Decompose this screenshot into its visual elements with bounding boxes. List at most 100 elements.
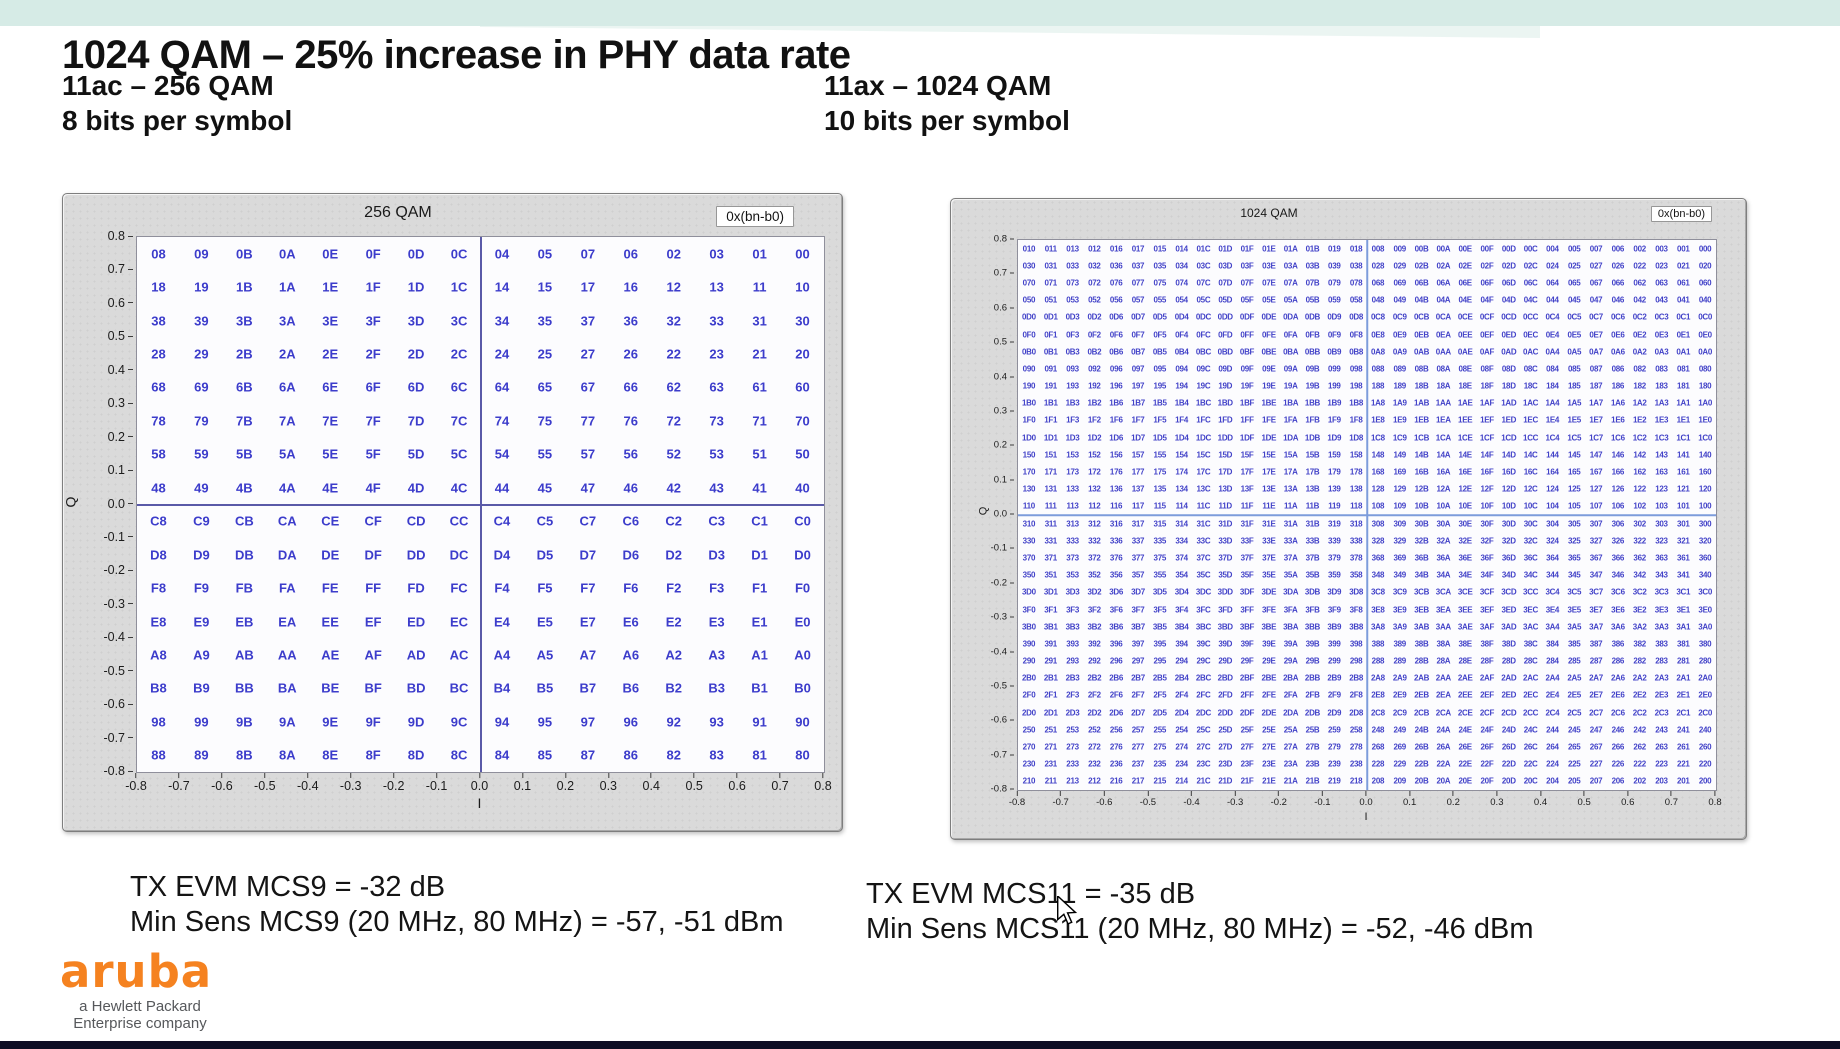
constellation-point-label: 232 [1088, 759, 1101, 769]
constellation-point-label: 0FF [1240, 330, 1254, 340]
constellation-point-label: 1AD [1501, 398, 1517, 408]
constellation-point-label: 1CC [1523, 433, 1539, 443]
constellation-point-label: 238 [1349, 759, 1363, 769]
y-tick: -0.5 [991, 680, 1014, 691]
constellation-point-label: 6D [407, 379, 425, 395]
constellation-point-label: 092 [1088, 364, 1101, 374]
constellation-point-label: 1F6 [1109, 415, 1123, 425]
constellation-point-label: 32E [1458, 536, 1472, 546]
constellation-point-label: 2E8 [1371, 690, 1385, 700]
constellation-point-label: F5 [537, 580, 553, 596]
constellation-point-label: 224 [1546, 759, 1559, 769]
x-tick: 0.0 [1359, 791, 1373, 808]
constellation-point-label: 050 [1022, 295, 1036, 305]
constellation-point-label: 03E [1262, 261, 1276, 271]
constellation-point-label: 34D [1501, 570, 1516, 580]
x-tick: -0.8 [125, 773, 147, 793]
constellation-point-label: 212 [1088, 776, 1101, 786]
constellation-point-label: 0D1 [1043, 312, 1058, 322]
constellation-point-label: 1E1 [1676, 415, 1691, 425]
constellation-point-label: 3FC [1196, 605, 1211, 615]
constellation-point-label: 04F [1480, 295, 1494, 305]
constellation-point-label: 29B [1305, 656, 1320, 666]
constellation-point-label: 30C [1523, 519, 1538, 529]
constellation-point-label: 89 [194, 747, 209, 763]
constellation-point-label: 74 [494, 413, 510, 429]
constellation-point-label: 094 [1175, 364, 1188, 374]
constellation-point-label: 157 [1131, 450, 1145, 460]
constellation-point-label: 09C [1196, 364, 1211, 374]
constellation-point-label: A9 [193, 647, 210, 663]
x-tick: -0.6 [1096, 791, 1112, 808]
constellation-point-label: 039 [1328, 261, 1341, 271]
constellation-point-label: 0F1 [1044, 330, 1058, 340]
constellation-point-label: 284 [1546, 656, 1559, 666]
constellation-point-label: 354 [1175, 570, 1188, 580]
constellation-point-label: 276 [1109, 742, 1123, 752]
constellation-point-label: 2A6 [1610, 673, 1625, 683]
constellation-point-label: 217 [1131, 776, 1145, 786]
constellation-point-label: C8 [150, 513, 167, 529]
constellation-point-label: 32D [1501, 536, 1516, 546]
x-tick: 0.4 [643, 773, 660, 793]
constellation-point-label: 12F [1480, 484, 1494, 494]
constellation-point-label: 0FB [1305, 330, 1320, 340]
constellation-point-label: 280 [1698, 656, 1712, 666]
constellation-point-label: 4F [365, 480, 381, 496]
constellation-point-label: 5A [278, 446, 296, 462]
constellation-point-label: 045 [1567, 295, 1581, 305]
constellation-point-label: 116 [1110, 501, 1123, 511]
constellation-point-label: 0ED [1501, 330, 1517, 340]
constellation-point-label: 36 [623, 313, 639, 329]
constellation-point-label: 3E1 [1676, 605, 1691, 615]
constellation-point-label: 14D [1501, 450, 1516, 460]
constellation-point-label: 193 [1066, 381, 1079, 391]
constellation-point-label: 2FC [1196, 690, 1211, 700]
constellation-point-label: 41 [752, 480, 767, 496]
constellation-point-label: 2D5 [1152, 708, 1167, 718]
constellation-point-label: 03C [1196, 261, 1211, 271]
constellation-point-label: 2CF [1479, 708, 1495, 718]
constellation-point-label: 047 [1589, 295, 1603, 305]
constellation-point-label: 1E3 [1654, 415, 1669, 425]
constellation-point-label: 2A3 [1654, 673, 1669, 683]
x-axis-ticks: -0.8 -0.7 -0.6 -0.5 -0.4 -0.3 -0.2 -0.1 0.0 0.1 0.… [1009, 791, 1722, 813]
constellation-point-label: 285 [1567, 656, 1581, 666]
constellation-point-label: 88 [151, 747, 166, 763]
constellation-point-label: 257 [1131, 725, 1145, 735]
constellation-point-label: B3 [708, 680, 725, 696]
constellation-point-label: 2EB [1414, 690, 1429, 700]
constellation-point-label: 2C2 [1632, 708, 1647, 718]
constellation-point-label: 12D [1501, 484, 1516, 494]
constellation-point-label: 385 [1567, 639, 1581, 649]
constellation-point-label: 06B [1414, 278, 1429, 288]
constellation-point-label: 26A [1436, 742, 1451, 752]
constellation-point-label: 2F6 [1109, 690, 1123, 700]
constellation-point-label: 089 [1393, 364, 1406, 374]
x-tick: 0.6 [728, 773, 746, 793]
constellation-point-label: AF [364, 647, 382, 663]
constellation-point-label: 146 [1611, 450, 1625, 460]
constellation-point-label: 2A4 [1545, 673, 1560, 683]
constellation-point-label: 399 [1328, 639, 1341, 649]
constellation-point-label: B7 [579, 680, 597, 696]
constellation-point-label: 1BA [1283, 398, 1299, 408]
constellation-point-label: 1F1 [1044, 415, 1058, 425]
constellation-point-label: 370 [1022, 553, 1036, 563]
constellation-point-label: 34C [1523, 570, 1538, 580]
constellation-point-label: FA [278, 580, 296, 596]
constellation-point-label: 252 [1088, 725, 1101, 735]
constellation-point-label: 00F [1480, 244, 1494, 254]
constellation-point-label: 096 [1109, 364, 1123, 374]
constellation-point-label: 3A8 [1371, 622, 1385, 632]
constellation-point-label: 33D [1218, 536, 1233, 546]
constellation-point-label: 3DF [1239, 587, 1255, 597]
constellation-point-label: 33F [1240, 536, 1254, 546]
constellation-point-label: 095 [1153, 364, 1167, 374]
constellation-point-label: 1F9 [1327, 415, 1341, 425]
constellation-point-label: 22C [1523, 759, 1538, 769]
constellation-point-label: 2CC [1523, 708, 1539, 718]
constellation-point-label: 320 [1698, 536, 1712, 546]
constellation-point-label: 196 [1109, 381, 1123, 391]
constellation-point-label: 022 [1633, 261, 1646, 271]
